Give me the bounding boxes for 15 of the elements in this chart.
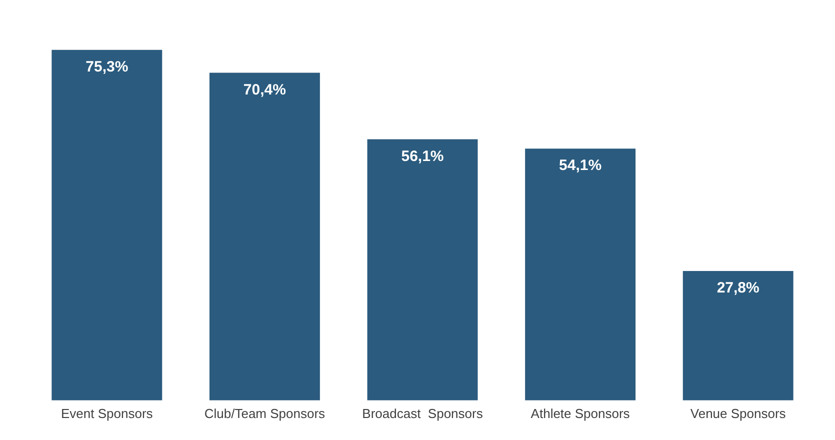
data-label: 56,1% [401, 148, 444, 165]
data-label: 75,3% [86, 58, 128, 76]
bar [525, 148, 636, 400]
x-tick-label: Athlete Sponsors [530, 406, 630, 421]
bar [52, 50, 162, 400]
bar [367, 139, 478, 400]
bar [209, 72, 320, 400]
bar [682, 270, 794, 400]
data-label: 54,1% [559, 157, 602, 174]
data-label: 27,8% [716, 280, 760, 297]
x-tick-label: Event Sponsors [61, 406, 154, 421]
x-tick-label: Venue Sponsors [690, 406, 786, 421]
data-label: 70,4% [243, 81, 286, 98]
x-tick-label: Club/Team Sponsors [204, 406, 326, 421]
x-tick-label: Broadcast Sponsors [362, 406, 484, 421]
